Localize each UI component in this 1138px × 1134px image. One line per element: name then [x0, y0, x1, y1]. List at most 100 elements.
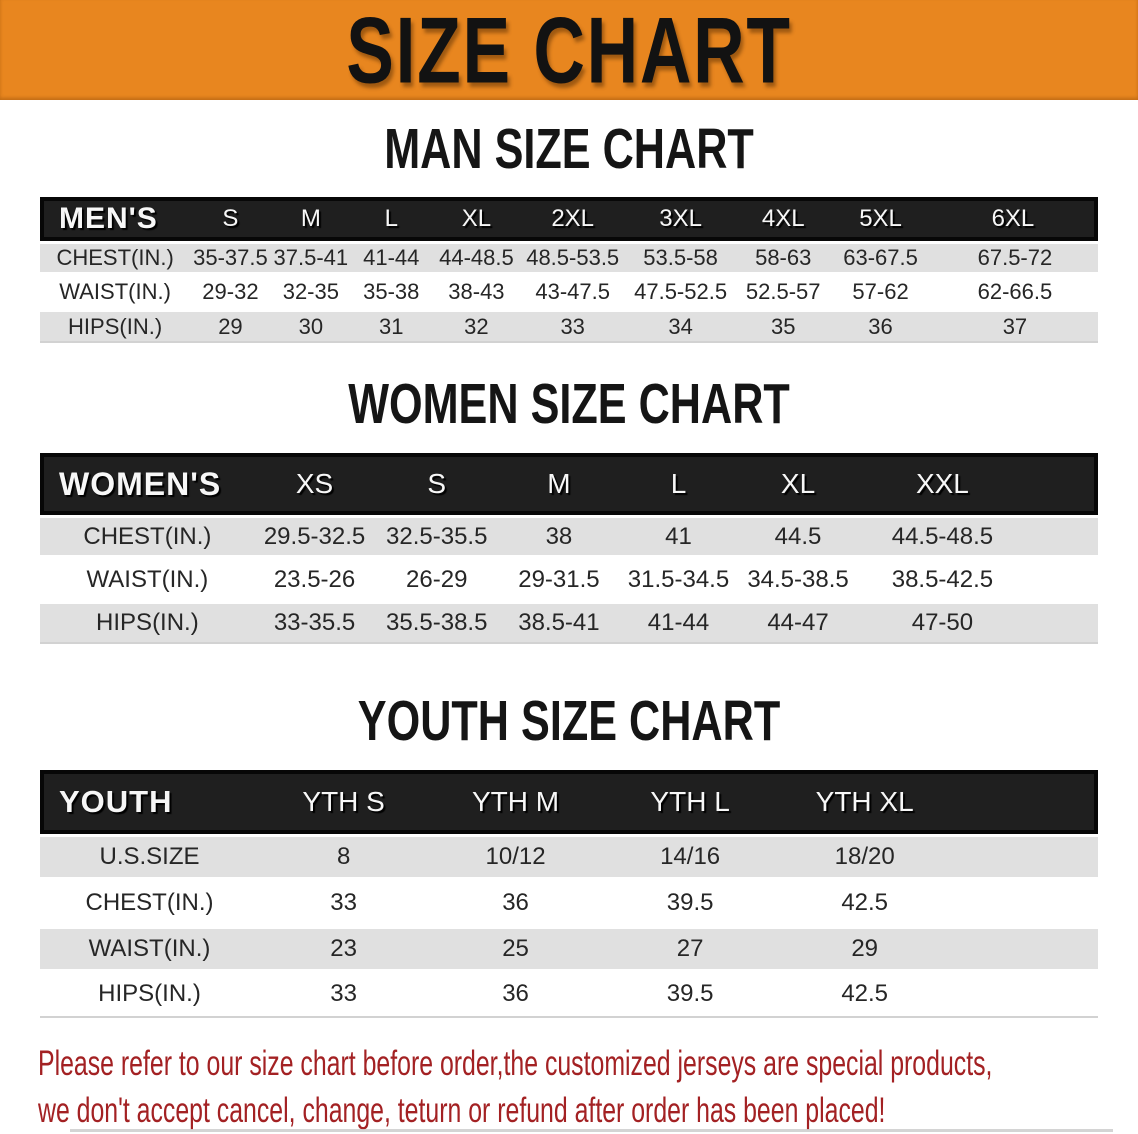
row-label: CHEST(IN.)	[40, 515, 255, 558]
size-cell: 26-29	[374, 558, 500, 601]
table-row: U.S.SIZE 8 10/12 14/16 18/20	[40, 834, 1098, 880]
size-cell: 38.5-42.5	[857, 558, 1028, 601]
column-header: YTH M	[428, 770, 603, 834]
row-spacer-cell	[1027, 558, 1098, 601]
size-cell: 27	[602, 926, 778, 972]
column-header: XS	[254, 453, 375, 515]
header-spacer-cell	[1027, 453, 1098, 515]
size-cell: 39.5	[602, 880, 778, 926]
size-cell: 35.5-38.5	[374, 601, 500, 644]
table-row: WAIST(IN.) 23 25 27 29	[40, 926, 1098, 972]
size-cell: 36	[829, 309, 932, 343]
size-cell: 34	[624, 309, 738, 343]
size-cell: 41-44	[618, 601, 739, 644]
women-section: WOMEN SIZE CHART WOMEN'S XS S M L XL XXL CHEST…	[0, 372, 1138, 644]
size-cell: 14/16	[602, 834, 778, 880]
size-cell: 47-50	[857, 601, 1028, 644]
size-cell: 33	[259, 880, 429, 926]
column-header: S	[374, 453, 500, 515]
size-cell: 38.5-41	[499, 601, 619, 644]
size-cell: 31	[351, 309, 432, 343]
row-label: CHEST(IN.)	[40, 880, 259, 926]
row-label: HIPS(IN.)	[40, 601, 255, 644]
size-cell: 29.5-32.5	[254, 515, 375, 558]
size-cell: 32-35	[270, 275, 352, 309]
column-header: XL	[738, 453, 858, 515]
size-cell: 23.5-26	[254, 558, 375, 601]
disclaimer-note: Please refer to our size chart before or…	[38, 1040, 1138, 1134]
size-cell: 38	[499, 515, 619, 558]
table-header-row: MEN'S S M L XL 2XL 3XL 4XL 5XL 6XL	[40, 197, 1098, 241]
table-row: WAIST(IN.) 23.5-26 26-29 29-31.5 31.5-34.5 34…	[40, 558, 1098, 601]
youth-size-table: YOUTH YTH S YTH M YTH L YTH XL U.S.SIZE 8 10/1…	[40, 770, 1098, 1018]
table-title-cell: MEN'S	[40, 197, 191, 241]
size-cell: 34.5-38.5	[738, 558, 858, 601]
size-cell: 63-67.5	[829, 241, 932, 275]
size-cell: 31.5-34.5	[618, 558, 739, 601]
youth-section: YOUTH SIZE CHART YOUTH YTH S YTH M YTH L YTH…	[0, 693, 1138, 1018]
men-section: MAN SIZE CHART MEN'S S M L XL 2XL 3XL 4XL 5XL 6XL…	[0, 117, 1138, 343]
column-header: L	[618, 453, 739, 515]
size-cell: 25	[428, 926, 603, 972]
column-header: 5XL	[829, 197, 932, 241]
column-header: L	[351, 197, 432, 241]
women-section-heading: WOMEN SIZE CHART	[0, 372, 1138, 436]
table-title-cell: YOUTH	[40, 770, 259, 834]
size-cell: 52.5-57	[737, 275, 830, 309]
row-label: WAIST(IN.)	[40, 275, 191, 309]
size-cell: 39.5	[602, 972, 778, 1018]
size-cell: 35	[737, 309, 830, 343]
column-header: XL	[431, 197, 522, 241]
table-row: CHEST(IN.) 33 36 39.5 42.5	[40, 880, 1098, 926]
row-label: HIPS(IN.)	[40, 309, 191, 343]
size-cell: 62-66.5	[931, 275, 1098, 309]
row-label: HIPS(IN.)	[40, 972, 259, 1018]
size-cell: 44-48.5	[431, 241, 522, 275]
size-cell: 43-47.5	[521, 275, 624, 309]
size-cell: 36	[428, 972, 603, 1018]
youth-section-heading: YOUTH SIZE CHART	[0, 693, 1138, 750]
column-header: YTH L	[602, 770, 778, 834]
size-cell: 57-62	[829, 275, 932, 309]
banner: SIZE CHART	[0, 0, 1138, 103]
size-cell: 44.5-48.5	[857, 515, 1028, 558]
size-cell: 23	[259, 926, 429, 972]
row-spacer-cell	[951, 834, 1098, 880]
size-cell: 29	[190, 309, 271, 343]
bottom-edge-line	[70, 1129, 1113, 1132]
size-cell: 44-47	[738, 601, 858, 644]
page-title: SIZE CHART	[346, 0, 792, 103]
size-cell: 42.5	[777, 880, 952, 926]
men-section-heading-text: MAN SIZE CHART	[384, 117, 754, 181]
column-header: YTH XL	[777, 770, 952, 834]
size-cell: 29-31.5	[499, 558, 619, 601]
table-row: HIPS(IN.) 33 36 39.5 42.5	[40, 972, 1098, 1018]
size-cell: 36	[428, 880, 603, 926]
men-section-heading: MAN SIZE CHART	[0, 117, 1138, 181]
column-header: 2XL	[521, 197, 624, 241]
size-cell: 8	[259, 834, 429, 880]
row-spacer-cell	[951, 926, 1098, 972]
row-label: WAIST(IN.)	[40, 926, 259, 972]
column-header: XXL	[857, 453, 1028, 515]
size-cell: 42.5	[777, 972, 952, 1018]
size-cell: 58-63	[737, 241, 830, 275]
row-label: WAIST(IN.)	[40, 558, 255, 601]
size-cell: 33-35.5	[254, 601, 375, 644]
table-row: HIPS(IN.) 33-35.5 35.5-38.5 38.5-41 41-44 44-…	[40, 601, 1098, 644]
size-cell: 33	[521, 309, 624, 343]
size-cell: 53.5-58	[624, 241, 738, 275]
size-cell: 18/20	[777, 834, 952, 880]
table-row: WAIST(IN.) 29-32 32-35 35-38 38-43 43-47.5 47.…	[40, 275, 1098, 309]
size-cell: 67.5-72	[931, 241, 1098, 275]
row-spacer-cell	[1027, 601, 1098, 644]
size-cell: 30	[270, 309, 352, 343]
women-section-heading-text: WOMEN SIZE CHART	[348, 372, 790, 436]
size-cell: 37	[931, 309, 1098, 343]
table-row: HIPS(IN.) 29 30 31 32 33 34 35 36 37	[40, 309, 1098, 343]
size-cell: 44.5	[738, 515, 858, 558]
size-cell: 41	[618, 515, 739, 558]
column-header: 4XL	[737, 197, 830, 241]
header-spacer-cell	[951, 770, 1098, 834]
column-header: M	[270, 197, 352, 241]
